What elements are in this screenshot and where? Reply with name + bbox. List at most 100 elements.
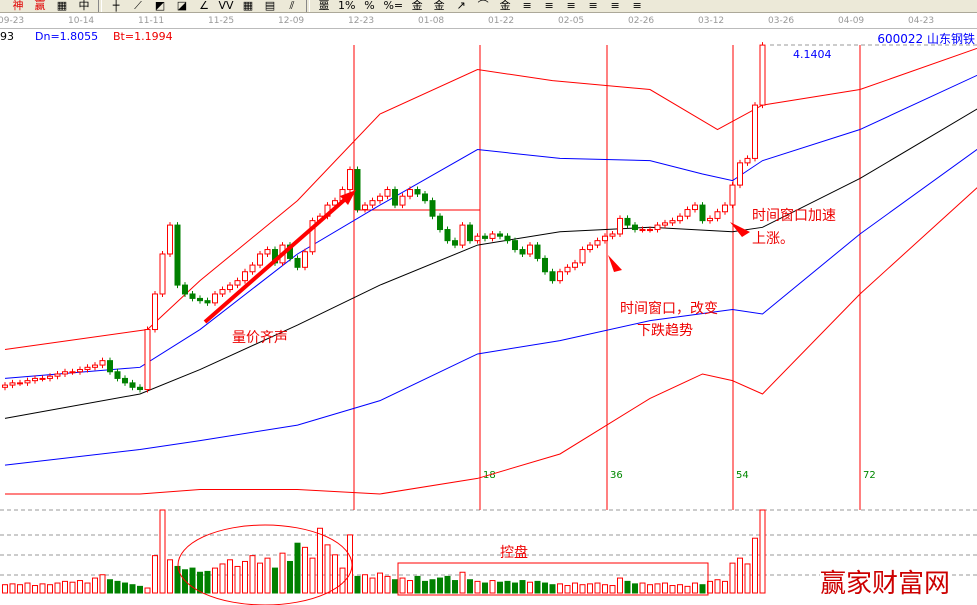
percent-line-icon[interactable]: 1% (338, 0, 356, 12)
volume-bar (354, 575, 361, 594)
volume-bar (722, 580, 728, 594)
candle-body (647, 229, 653, 232)
volume-bar (84, 582, 91, 594)
volume-bar (407, 580, 413, 594)
percent-icon[interactable]: % (364, 0, 375, 12)
date-tick-label: 12-23 (348, 16, 375, 26)
line4-icon[interactable]: ≡ (588, 0, 598, 12)
candle-body (542, 257, 548, 273)
percent-eq-icon[interactable]: %= (383, 0, 404, 12)
annotation-control: 控盘 (500, 545, 528, 561)
candle-body (84, 366, 91, 371)
line1-icon[interactable]: ≡ (522, 0, 532, 12)
control-box (397, 562, 709, 596)
volume-bar (602, 584, 608, 594)
candle-body (242, 271, 248, 282)
candle-body (219, 289, 226, 295)
volume-bar (662, 582, 668, 594)
cross-icon[interactable]: ┼ (112, 0, 120, 12)
time-window-label: 18 (483, 470, 496, 481)
candle-body (609, 233, 616, 237)
date-tick-label: 01-22 (488, 16, 515, 26)
candle-body (729, 184, 736, 206)
candle-body (722, 204, 728, 213)
ying-icon[interactable]: 赢 (34, 0, 46, 12)
arrow-icon[interactable]: ↗ (456, 0, 466, 12)
gold-line-icon[interactable]: 金 (433, 0, 445, 12)
candle-body (422, 193, 428, 202)
candle-body (47, 375, 53, 379)
shen-icon[interactable]: 神 (12, 0, 24, 12)
fan3-icon[interactable]: ◪ (176, 0, 188, 12)
channel-icon[interactable]: ⫽ (289, 0, 295, 12)
line3-icon[interactable]: ≡ (566, 0, 576, 12)
fan2-icon[interactable]: ◩ (154, 0, 166, 12)
candle-body (99, 360, 106, 366)
volume-bar (759, 509, 766, 594)
volume-bar (617, 577, 623, 594)
line6-icon[interactable]: ≡ (632, 0, 642, 12)
table-icon[interactable]: ▦ (242, 0, 254, 12)
candle-body (594, 240, 601, 246)
candle-body (182, 284, 188, 295)
time-window-label: 72 (863, 470, 876, 481)
line2-icon[interactable]: ≡ (544, 0, 554, 12)
volume-bar (324, 544, 331, 594)
volume-bar (534, 580, 541, 594)
candle-body (362, 204, 368, 211)
candle-body (264, 249, 271, 255)
candle-body (504, 235, 511, 242)
grid-icon[interactable]: ▦ (56, 0, 68, 12)
candle-body (137, 386, 143, 391)
date-tick-label: 09-23 (0, 16, 25, 26)
annotation-window2-line2: 上涨。 (752, 231, 794, 247)
candle-body (639, 229, 646, 232)
wave-icon[interactable]: VV (218, 0, 234, 12)
candle-body (587, 244, 593, 251)
candle-body (257, 253, 263, 266)
volume-bar (204, 570, 211, 594)
volume-bar (452, 580, 458, 594)
volume-bar (467, 579, 473, 594)
gold-icon[interactable]: 金 (411, 0, 423, 12)
candle-body (467, 224, 473, 242)
volume-bar (17, 584, 23, 594)
line5-icon[interactable]: ≡ (610, 0, 620, 12)
volume-bar (129, 584, 136, 594)
date-tick-label: 03-26 (768, 16, 795, 26)
table2-icon[interactable]: ▤ (264, 0, 276, 12)
candle-body (512, 240, 518, 251)
volume-bar (414, 575, 421, 594)
cycle-icon[interactable]: ⌒ (477, 0, 489, 12)
volume-bar (242, 560, 248, 594)
candle-body (617, 217, 623, 235)
fan-icon[interactable]: ⟋ (134, 0, 142, 12)
candle-body (354, 169, 361, 211)
candle-body (527, 244, 533, 255)
date-tick-label: 04-09 (838, 16, 865, 26)
candle-body (309, 220, 316, 253)
candle-body (212, 293, 218, 304)
angle-icon[interactable]: ∠ (199, 0, 209, 12)
stat-icon[interactable]: 噩 (318, 0, 330, 12)
middle-icon[interactable]: 中 (78, 0, 90, 12)
candle-body (332, 200, 338, 206)
volume-bar (714, 579, 721, 594)
gold2-icon[interactable]: 金 (499, 0, 511, 12)
window1-arrow (608, 255, 622, 272)
candle-body (174, 224, 181, 286)
volume-bar (512, 582, 518, 594)
date-tick-label: 10-14 (68, 16, 95, 26)
volume-bar (542, 582, 548, 594)
volume-bar (669, 585, 676, 594)
candle-body (564, 266, 571, 273)
volume-bar (9, 583, 16, 594)
candle-body (474, 235, 481, 242)
candle-body (122, 377, 128, 384)
candle-body (234, 280, 241, 286)
annotation-window1-line1: 时间窗口，改变 (620, 301, 718, 317)
date-tick-label: 01-08 (418, 16, 445, 26)
candle-body (669, 220, 676, 224)
toolbar-separator (306, 0, 310, 12)
